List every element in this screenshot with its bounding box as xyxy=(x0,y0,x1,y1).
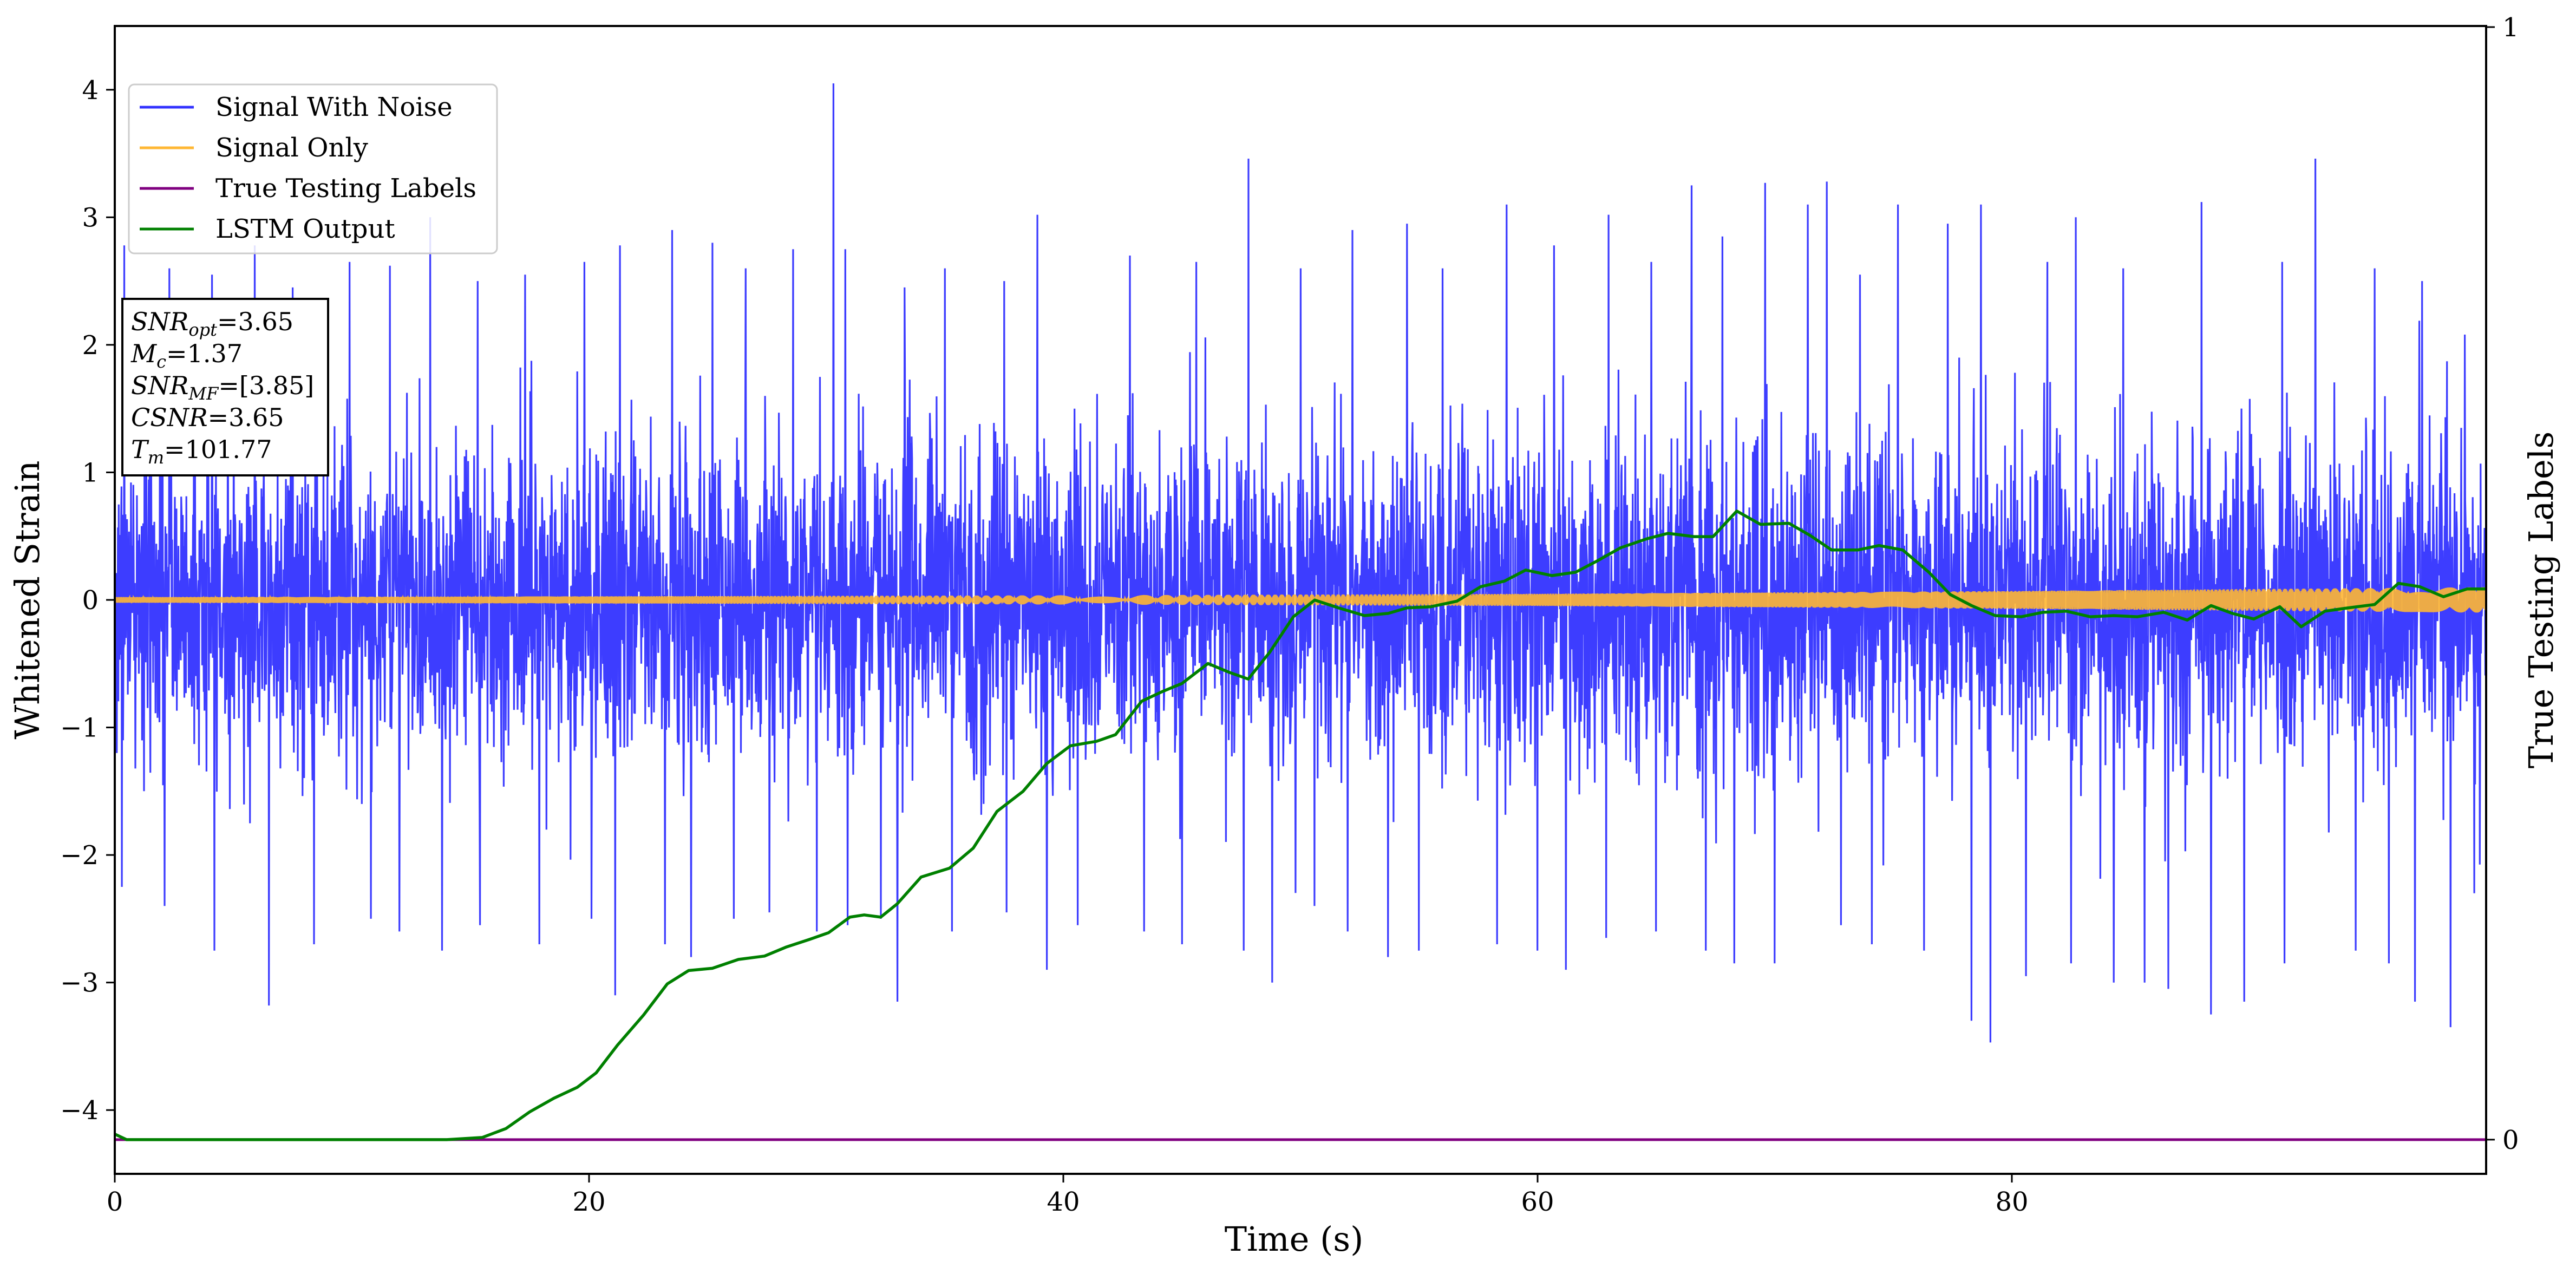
series-lstm-output xyxy=(115,509,2486,1141)
parameter-symbol: M xyxy=(130,339,158,368)
y-tick-label: −1 xyxy=(60,713,99,743)
legend-label: LSTM Output xyxy=(215,214,395,244)
y-tick-label: −4 xyxy=(60,1095,99,1126)
y-axis-right: 01 xyxy=(2486,12,2519,1155)
parameter-subscript: MF xyxy=(188,383,219,404)
x-tick-label: 60 xyxy=(1521,1187,1554,1217)
y-tick-label: −2 xyxy=(60,840,99,871)
y-tick-label: 0 xyxy=(82,585,99,616)
y-right-tick-label: 1 xyxy=(2502,12,2519,43)
parameter-subscript: opt xyxy=(188,319,217,340)
y-right-tick-label: 0 xyxy=(2502,1125,2519,1155)
x-tick-label: 0 xyxy=(107,1187,123,1217)
parameter-line: SNRMF=[3.85] xyxy=(131,371,314,404)
parameter-symbol: T xyxy=(131,435,149,464)
y-tick-label: −3 xyxy=(60,968,99,998)
parameter-line: Tm=101.77 xyxy=(131,435,272,468)
x-tick-label: 40 xyxy=(1047,1187,1080,1217)
parameter-value: =3.65 xyxy=(217,307,293,336)
legend-label: True Testing Labels xyxy=(215,173,476,204)
parameter-value: =1.37 xyxy=(166,339,243,368)
y-axis-right-title: True Testing Labels xyxy=(2521,432,2561,769)
parameter-symbol: SNR xyxy=(131,307,188,336)
series-signal-only xyxy=(115,587,2486,613)
x-tick-label: 20 xyxy=(572,1187,605,1217)
y-axis-left: −4 −3 −2 −1 0 1 2 3 4 xyxy=(60,75,115,1126)
parameters-box-frame xyxy=(121,298,329,476)
parameter-subscript: m xyxy=(148,447,164,468)
legend: Signal With Noise Signal Only True Testing… xyxy=(128,83,498,254)
y-axis-title: Whitened Strain xyxy=(8,461,47,740)
parameter-symbol: CSNR xyxy=(131,403,208,432)
legend-label: Signal Only xyxy=(215,133,368,163)
series-signal-with-noise xyxy=(115,83,2486,1043)
parameters-box: SNRopt=3.65Mc=1.37SNRMF=[3.85]CSNR=3.65T… xyxy=(121,298,329,476)
y-tick-label: 3 xyxy=(82,202,99,233)
parameter-value: =3.65 xyxy=(208,403,284,432)
parameter-value: =101.77 xyxy=(164,435,272,464)
parameter-value: =[3.85] xyxy=(218,371,314,400)
y-tick-label: 1 xyxy=(82,458,99,488)
y-tick-label: 2 xyxy=(82,330,99,361)
x-tick-label: 80 xyxy=(1995,1187,2028,1217)
series-layer xyxy=(115,83,2486,1141)
x-axis-title: Time (s) xyxy=(1225,1219,1364,1259)
legend-label: Signal With Noise xyxy=(215,92,453,122)
y-tick-label: 4 xyxy=(82,75,99,106)
parameter-line: CSNR=3.65 xyxy=(131,403,284,432)
parameter-line: Mc=1.37 xyxy=(130,339,243,372)
legend-box xyxy=(128,83,498,254)
parameter-line: SNRopt=3.65 xyxy=(131,307,293,340)
parameter-symbol: SNR xyxy=(131,371,188,400)
parameter-subscript: c xyxy=(156,351,166,372)
x-axis: 0 20 40 60 80 xyxy=(107,1174,2029,1217)
